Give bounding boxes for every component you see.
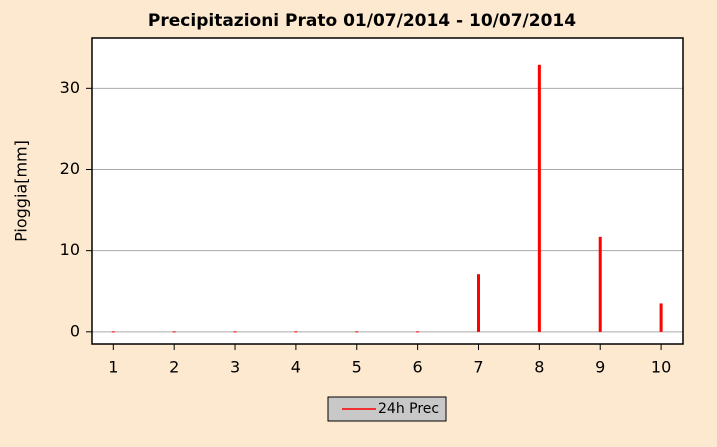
bar bbox=[233, 331, 237, 333]
x-tick-label: 10 bbox=[651, 358, 671, 377]
bar bbox=[355, 331, 359, 333]
x-tick-label: 1 bbox=[108, 358, 118, 377]
bar bbox=[659, 303, 663, 332]
plot-area bbox=[92, 38, 683, 344]
y-tick-label: 0 bbox=[70, 321, 80, 340]
bar bbox=[172, 331, 176, 333]
y-tick-label: 30 bbox=[60, 78, 80, 97]
chart-title: Precipitazioni Prato 01/07/2014 - 10/07/… bbox=[148, 11, 576, 31]
bar bbox=[294, 331, 298, 333]
bar bbox=[537, 64, 541, 332]
bar bbox=[416, 331, 420, 333]
y-axis-label: Pioggia[mm] bbox=[12, 140, 31, 242]
x-tick-label: 2 bbox=[169, 358, 179, 377]
x-tick-label: 8 bbox=[534, 358, 544, 377]
bar bbox=[476, 274, 480, 332]
y-tick-label: 10 bbox=[60, 240, 80, 259]
bar bbox=[111, 331, 115, 333]
x-tick-label: 5 bbox=[352, 358, 362, 377]
x-tick-label: 6 bbox=[413, 358, 423, 377]
legend-label: 24h Prec bbox=[378, 401, 439, 417]
x-tick-label: 7 bbox=[473, 358, 483, 377]
x-tick-label: 4 bbox=[291, 358, 301, 377]
y-tick-label: 20 bbox=[60, 159, 80, 178]
x-tick-label: 3 bbox=[230, 358, 240, 377]
x-tick-label: 9 bbox=[595, 358, 605, 377]
plot-border bbox=[91, 37, 684, 345]
bar bbox=[598, 236, 602, 332]
